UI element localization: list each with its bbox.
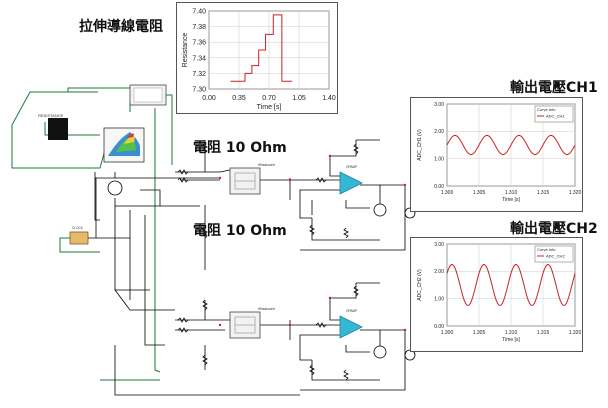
x-tick-label: 1.05 [292,95,306,102]
x-tick-label: 1.40 [322,95,336,102]
x-tick-label: 1.315 [537,330,550,336]
svg-text:OPAMP: OPAMP [346,165,357,169]
ch2-plot-panel[interactable]: 1.300 1.305 1.310 1.315 1.320 0.00 1.00 2.00 3.0… [410,237,583,352]
x-axis-label: Time [s] [502,197,520,203]
y-tick-label: 3.00 [434,102,444,108]
clock-block[interactable] [69,231,89,245]
y-tick-label: 2.00 [434,269,444,275]
output-ch2-title: 輸出電壓CH2 [510,221,598,237]
x-tick-label: 1.300 [441,190,454,196]
output-ch1-title: 輸出電壓CH1 [510,80,598,96]
resistor-label-bottom: 電阻 10 Ohm [193,223,287,239]
y-tick-label: 7.34 [192,55,206,62]
ch1-plot-panel[interactable]: 1.300 1.305 1.310 1.315 1.320 0.00 1.00 2.00 3.0… [410,97,583,212]
series-line [446,264,576,307]
svg-text:RESISTANCE: RESISTANCE [38,113,64,118]
y-tick-label: 1.00 [434,296,444,302]
x-tick-label: 1.310 [505,190,518,196]
x-tick-label: 1.320 [569,190,582,196]
y-axis-label: ADC_CH1 (V) [417,129,423,161]
y-tick-label: 7.32 [192,71,206,78]
x-tick-label: 1.305 [473,190,486,196]
legend-entry: ADC_CH2 [546,254,565,259]
x-tick-label: 0.70 [262,95,276,102]
x-axis-label: Time [s] [257,104,282,111]
y-tick-label: 7.38 [192,24,206,31]
y-tick-label: 0.00 [434,184,444,190]
series-line [230,14,293,82]
legend-entry: ADC_CH1 [546,114,565,119]
y-axis-label: Resistance [182,33,189,68]
legend-box [534,105,574,123]
stretch-wire-title: 拉伸導線電阻 [79,19,163,35]
series-line [446,134,576,156]
legend-title: Curve Info [537,107,556,112]
op-amp-ch2[interactable] [339,315,363,339]
resistor-label-top: 電阻 10 Ohm [193,140,287,156]
y-tick-label: 7.40 [192,8,206,15]
op-amp-ch1[interactable] [339,171,363,195]
svg-text:Wheatstone: Wheatstone [258,307,275,311]
x-axis-label: Time [s] [502,337,520,343]
y-tick-label: 7.36 [192,40,206,47]
sensor-block[interactable] [48,118,68,140]
legend-title: Curve Info [537,247,556,252]
y-tick-label: 3.00 [434,242,444,248]
voltage-source-2[interactable] [373,203,387,217]
x-tick-label: 1.300 [441,330,454,336]
green-wires [11,87,173,381]
y-tick-label: 0.00 [434,324,444,330]
ch1-plot: 1.300 1.305 1.310 1.315 1.320 0.00 1.00 2.00 3.0… [417,102,582,203]
x-tick-label: 0.00 [202,95,216,102]
voltage-source-1[interactable] [107,180,123,196]
svg-text:OPAMP: OPAMP [346,309,357,313]
svg-text:Wheatstone: Wheatstone [258,163,275,167]
legend-box [534,245,574,263]
resistance-plot: 0.00 0.35 0.70 1.05 1.40 7.30 7.32 7.34 7.36 7.38… [182,8,336,111]
x-tick-label: 0.35 [232,95,246,102]
voltage-source-3[interactable] [373,345,387,359]
y-tick-label: 7.30 [192,86,206,93]
x-tick-label: 1.315 [537,190,550,196]
x-tick-label: 1.310 [505,330,518,336]
y-axis-label: ADC_CH2 (V) [417,269,423,301]
resistance-plot-panel[interactable]: 0.00 0.35 0.70 1.05 1.40 7.30 7.32 7.34 7.36 7.38… [176,2,338,114]
x-tick-label: 1.305 [473,330,486,336]
ch2-plot: 1.300 1.305 1.310 1.315 1.320 0.00 1.00 2.00 3.0… [417,242,582,343]
y-tick-label: 1.00 [434,156,444,162]
x-tick-label: 1.320 [569,330,582,336]
svg-text:CLOCK: CLOCK [72,226,84,230]
y-tick-label: 2.00 [434,129,444,135]
